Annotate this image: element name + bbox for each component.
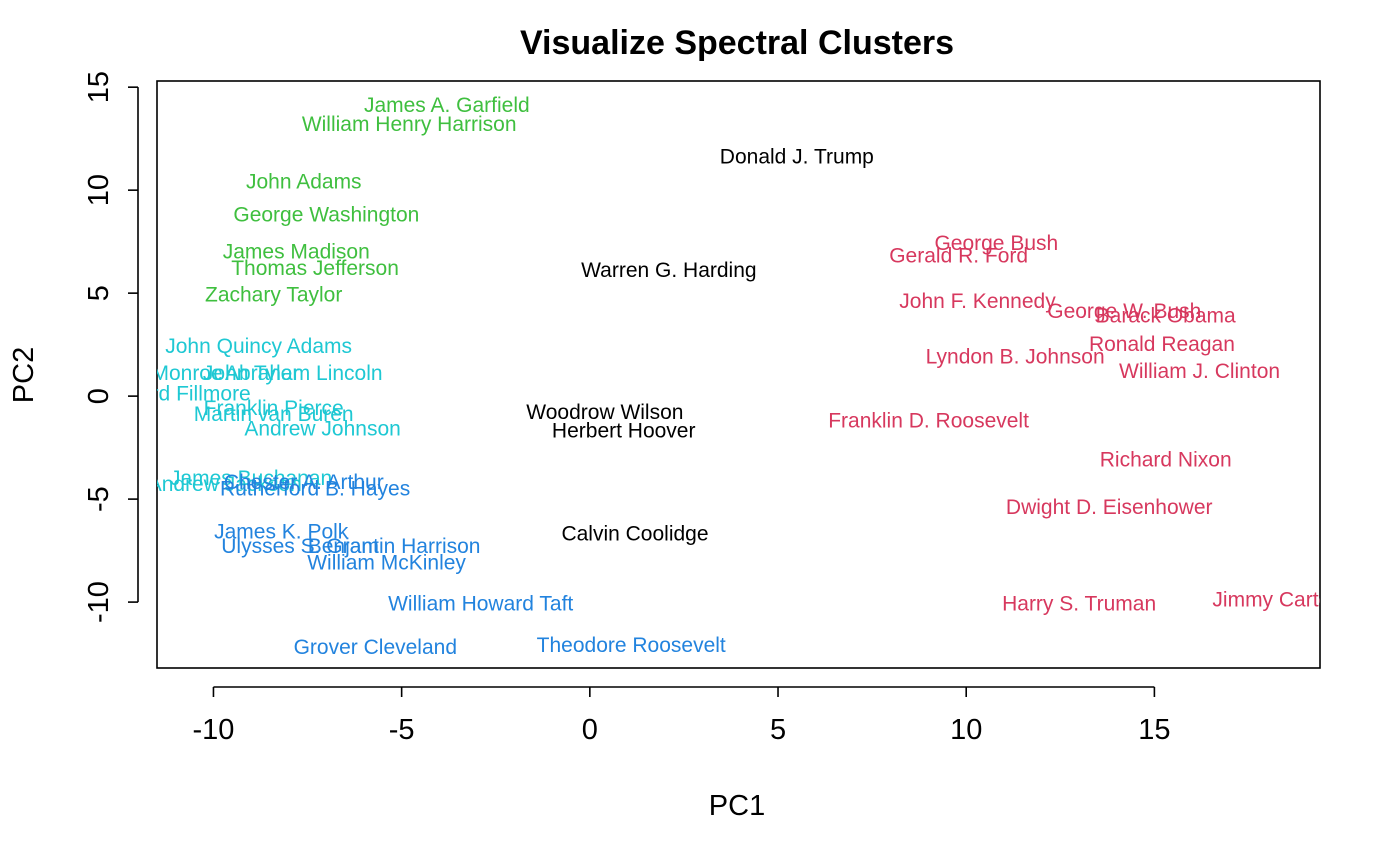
chart-title: Visualize Spectral Clusters [520, 24, 954, 62]
point-label: Ronald Reagan [1089, 333, 1235, 356]
point-label: Calvin Coolidge [561, 523, 708, 546]
x-tick-label: 10 [950, 714, 982, 746]
x-tick-label: 15 [1138, 714, 1170, 746]
point-label: Lyndon B. Johnson [926, 345, 1105, 368]
y-tick-label: 0 [83, 388, 115, 404]
point-label: John F. Kennedy [899, 290, 1056, 313]
point-label: James K. Polk [214, 521, 349, 544]
point-label: Abraham Lincoln [225, 362, 383, 385]
point-label: William J. Clinton [1119, 360, 1280, 383]
point-label: George Bush [934, 232, 1058, 255]
point-label: Woodrow Wilson [526, 401, 683, 424]
point-label: George W. Bush [1047, 300, 1201, 323]
point-label: Franklin D. Roosevelt [828, 409, 1029, 432]
point-label: Jimmy Carter [1212, 589, 1337, 612]
plot-area-border [156, 80, 1321, 669]
x-axis: -10 -5 0 5 10 15 [192, 686, 1171, 746]
y-axis: -10 -5 0 5 10 15 [83, 71, 139, 623]
point-label: Andrew Johnson [244, 418, 400, 441]
point-label: Ulysses S. Grant [221, 535, 379, 558]
y-tick-label: -10 [83, 581, 115, 623]
point-label: Thomas Jefferson [231, 257, 399, 280]
point-label: Theodore Roosevelt [537, 634, 726, 657]
point-label: Richard Nixon [1100, 448, 1232, 471]
point-label: Dwight D. Eisenhower [1006, 496, 1213, 519]
point-label: Andrew Jackson [148, 473, 302, 496]
point-label: John Tyler [203, 362, 300, 385]
x-tick-label: -10 [192, 714, 234, 746]
y-tick-label: 5 [83, 285, 115, 301]
x-tick-label: -5 [389, 714, 415, 746]
point-label: Benjamin Harrison [308, 535, 481, 558]
point-label: Barack Obama [1096, 304, 1236, 327]
point-label: Harry S. Truman [1002, 593, 1156, 616]
point-label: Donald J. Trump [720, 146, 874, 169]
point-label: Martin van Buren [194, 403, 354, 426]
point-label: Franklin Pierce [204, 397, 344, 420]
point-label: John Quincy Adams [165, 335, 352, 358]
point-label: Grover Cleveland [294, 636, 457, 659]
y-tick-label: 10 [83, 174, 115, 206]
point-label: Chester A. Arthur [224, 471, 384, 494]
point-label: Gerald R. Ford [889, 245, 1028, 268]
point-label: Warren G. Harding [581, 259, 756, 282]
x-tick-label: 0 [582, 714, 598, 746]
point-label: James A. Garfield [364, 94, 530, 117]
point-label: William McKinley [307, 551, 466, 574]
point-label: Zachary Taylor [205, 284, 342, 307]
point-label: James Monroe [84, 362, 223, 385]
point-label: Rutherford B. Hayes [220, 477, 410, 500]
point-label: John Adams [246, 170, 362, 193]
point-label: William Henry Harrison [302, 113, 517, 136]
y-axis-title: PC2 [8, 347, 40, 403]
point-label: Herbert Hoover [552, 420, 696, 443]
point-label: James Buchanan [170, 467, 332, 490]
x-axis-title: PC1 [709, 790, 765, 822]
y-tick-label: 15 [83, 71, 115, 103]
point-label: James Madison [223, 240, 370, 263]
point-label: George Washington [233, 203, 419, 226]
point-label: William Howard Taft [388, 593, 573, 616]
x-tick-label: 5 [770, 714, 786, 746]
y-tick-label: -5 [83, 486, 115, 512]
point-label: Millard Fillmore [108, 383, 250, 406]
